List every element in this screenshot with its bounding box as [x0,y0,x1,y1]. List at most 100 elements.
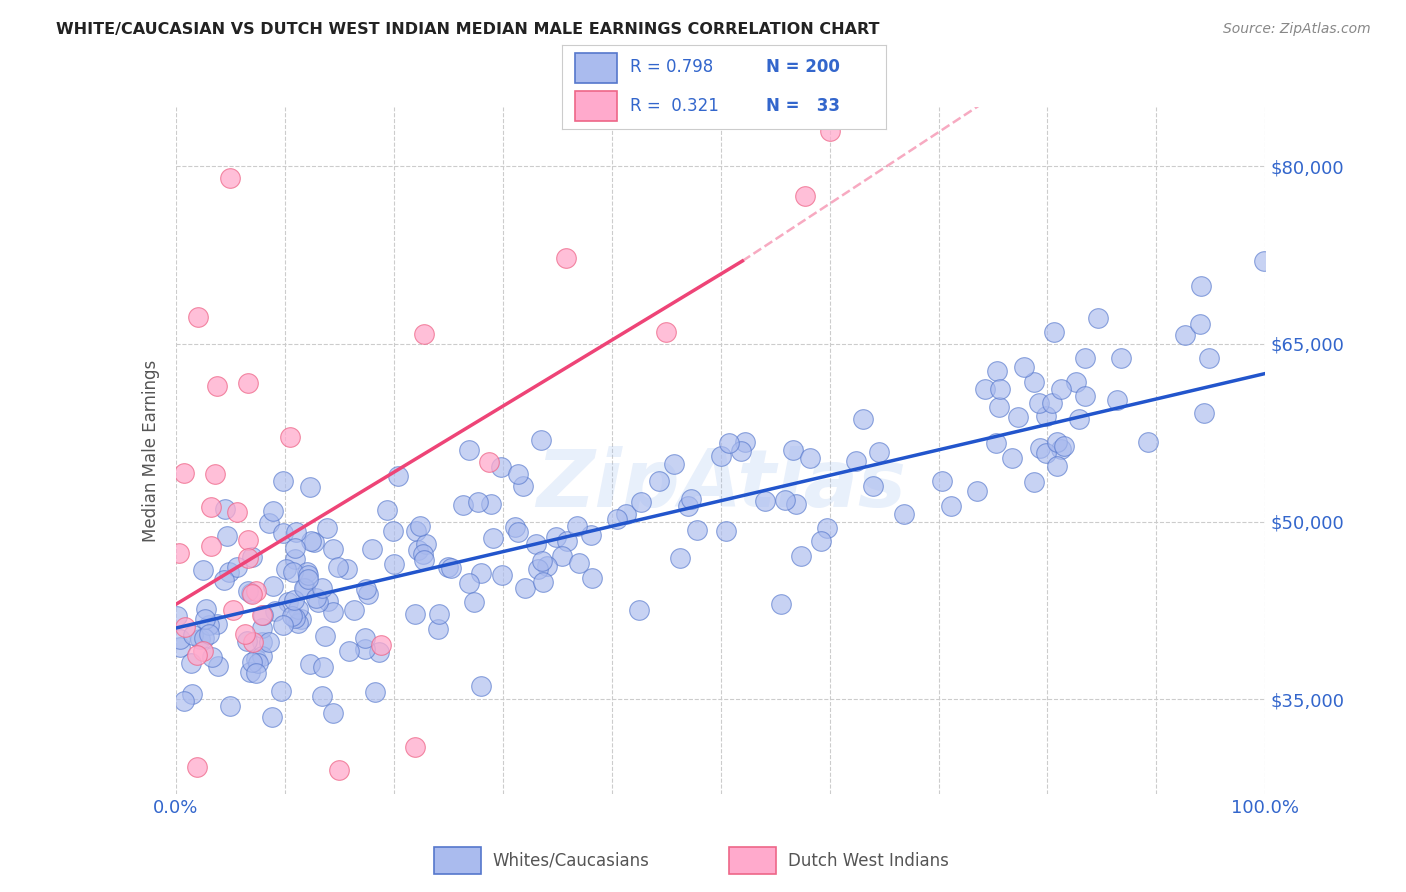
Point [222,603,245,617]
Point [312,660,335,674]
Point [236,584,259,599]
Point [271,617,294,632]
Point [186,760,208,774]
Point [973,382,995,396]
Point [353,642,375,657]
Point [481,531,503,545]
Point [181,628,204,642]
Point [686,523,709,537]
Point [311,581,333,595]
Point [769,597,792,611]
Point [239,665,262,679]
Point [169,632,191,647]
Point [463,595,485,609]
Point [893,507,915,521]
Point [1043,325,1066,339]
Point [219,171,242,186]
Point [322,605,344,619]
Point [217,529,239,543]
Point [245,666,267,681]
Point [568,556,591,570]
Point [236,533,259,547]
Text: Dutch West Indians: Dutch West Indians [787,852,949,870]
Point [852,412,875,426]
Point [284,611,307,625]
Y-axis label: Median Male Earnings: Median Male Earnings [142,359,160,541]
Point [1053,439,1076,453]
Point [1073,389,1095,403]
Point [194,612,217,626]
Point [169,640,191,654]
FancyBboxPatch shape [433,847,481,874]
Point [271,475,294,489]
Point [627,602,650,616]
Point [246,656,269,670]
Point [1022,475,1045,489]
Point [357,587,380,601]
FancyBboxPatch shape [575,54,617,83]
Point [328,763,350,777]
Point [235,627,257,641]
Point [174,619,197,633]
FancyBboxPatch shape [728,847,776,874]
Point [470,679,492,693]
Point [1192,406,1215,420]
Point [467,495,489,509]
Point [567,518,589,533]
Point [413,553,436,567]
Point [167,546,190,560]
Point [287,602,309,616]
Point [458,575,481,590]
Text: Whites/Caucasians: Whites/Caucasians [492,852,650,870]
Point [931,474,953,488]
Point [1050,382,1073,396]
Point [304,534,326,549]
Text: R = 0.798: R = 0.798 [630,59,714,77]
Point [785,497,807,511]
Point [799,451,821,466]
Point [193,563,215,577]
Point [271,525,294,540]
Point [1109,351,1132,365]
Point [187,310,209,325]
Point [375,503,398,517]
Point [226,505,249,519]
Point [180,656,202,670]
Point [207,659,229,673]
Point [252,607,274,622]
Point [328,560,350,574]
Point [198,627,221,641]
Point [363,685,385,699]
Point [181,687,204,701]
Point [427,622,450,636]
Point [276,562,298,576]
Point [240,587,263,601]
Point [240,656,263,670]
Point [536,559,558,574]
Point [384,557,406,571]
Point [405,739,427,754]
Point [200,539,222,553]
Point [262,579,284,593]
Point [280,609,302,624]
Point [491,568,513,582]
Point [544,530,567,544]
Point [406,542,429,557]
Point [551,549,574,563]
Point [676,499,699,513]
Point [173,466,195,480]
Point [368,645,391,659]
Point [939,499,962,513]
Point [214,502,236,516]
Point [257,516,280,530]
Point [226,560,249,574]
Point [316,520,339,534]
Point [1188,317,1211,331]
Point [984,436,1007,450]
Point [299,533,322,548]
Point [845,454,868,468]
Point [1067,412,1090,426]
Point [754,494,776,508]
Point [307,595,329,609]
Point [614,507,637,521]
